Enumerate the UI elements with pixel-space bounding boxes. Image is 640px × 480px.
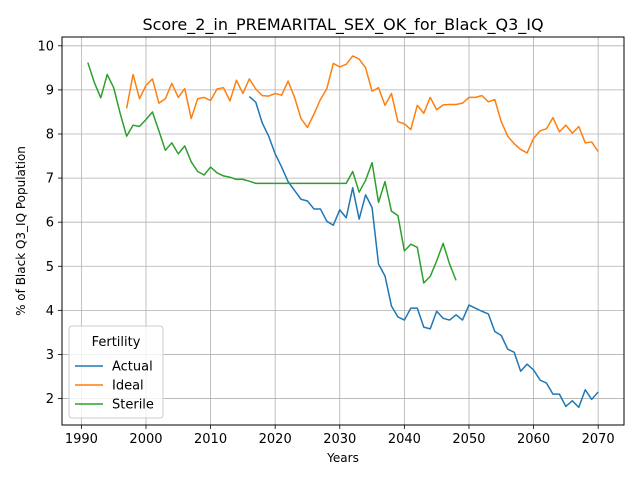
legend-box — [68, 325, 164, 419]
x-tick-label: 2020 — [259, 432, 292, 447]
x-tick-label: 2000 — [129, 432, 162, 447]
series-lines — [87, 55, 599, 409]
y-tick-label: 2 — [46, 392, 54, 407]
series-line-sterile — [87, 62, 457, 284]
x-axis-label: Years — [326, 451, 359, 465]
x-tick-label: 1990 — [65, 432, 98, 447]
x-tick-label: 2060 — [517, 432, 550, 447]
x-tick-label: 2040 — [388, 432, 421, 447]
legend-label-sterile: Sterile — [112, 398, 154, 413]
plot-frame — [61, 36, 625, 426]
y-tick-label: 4 — [46, 304, 54, 319]
grid-lines — [62, 37, 624, 425]
series-line-ideal — [125, 55, 599, 154]
y-tick-label: 9 — [46, 83, 54, 98]
legend-label-actual: Actual — [112, 360, 153, 375]
axis-ticks: 1990 2000 2010 2020 2030 2040 2050 2060 2070 2 3 4 5… — [37, 39, 614, 447]
legend-title: Fertility — [92, 335, 141, 350]
y-tick-label: 6 — [46, 216, 54, 231]
x-tick-label: 2010 — [194, 432, 227, 447]
chart-title: Score_2_in_PREMARITAL_SEX_OK_for_Black_Q… — [142, 15, 543, 35]
y-axis-label: % of Black Q3_IQ Population — [14, 146, 28, 316]
y-tick-label: 8 — [46, 128, 54, 143]
y-tick-label: 3 — [46, 348, 54, 363]
x-tick-label: 2030 — [323, 432, 356, 447]
y-tick-label: 7 — [46, 172, 54, 187]
series-line-actual — [248, 95, 599, 409]
x-tick-label: 2070 — [582, 432, 615, 447]
legend: Fertility Actual Ideal Sterile — [68, 325, 164, 419]
x-tick-label: 2050 — [452, 432, 485, 447]
legend-entries: Actual Ideal Sterile — [75, 360, 154, 413]
y-tick-label: 5 — [46, 260, 54, 275]
legend-label-ideal: Ideal — [112, 379, 144, 394]
y-tick-label: 10 — [37, 39, 54, 54]
